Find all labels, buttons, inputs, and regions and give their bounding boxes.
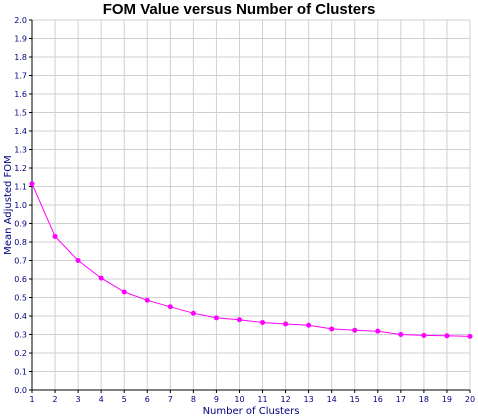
x-tick-label: 9 xyxy=(214,395,219,404)
x-tick-label: 5 xyxy=(122,395,127,404)
x-tick-label: 11 xyxy=(257,395,267,404)
data-point xyxy=(98,275,104,281)
x-tick-label: 8 xyxy=(191,395,196,404)
chart-title: FOM Value versus Number of Clusters xyxy=(102,1,376,18)
y-tick-label: 1.5 xyxy=(14,109,27,118)
x-tick-label: 1 xyxy=(29,395,34,404)
x-tick-label: 6 xyxy=(145,395,150,404)
y-tick-label: 1.1 xyxy=(14,183,27,192)
data-point xyxy=(352,327,358,333)
x-tick-label: 15 xyxy=(350,395,360,404)
x-tick-label: 20 xyxy=(465,395,475,404)
y-tick-label: 2.0 xyxy=(14,16,27,25)
y-tick-label: 0.5 xyxy=(14,294,27,303)
y-tick-label: 0.9 xyxy=(14,220,27,229)
data-point xyxy=(421,332,427,338)
y-tick-label: 1.8 xyxy=(14,53,27,62)
x-tick-label: 4 xyxy=(99,395,104,404)
data-point xyxy=(260,319,266,325)
series-line xyxy=(31,183,471,337)
data-point xyxy=(190,310,196,316)
x-tick-label: 12 xyxy=(280,395,290,404)
y-tick-label: 1.2 xyxy=(14,164,27,173)
tick-labels: 0.0 0.1 0.2 0.3 0.4 0.5 0.6 0.7 0.8 0.9 1.0 1.1 1.2 1… xyxy=(14,16,475,404)
data-point xyxy=(375,328,381,334)
y-tick-label: 0.7 xyxy=(14,257,27,266)
data-point xyxy=(167,304,173,310)
y-tick-label: 1.3 xyxy=(14,146,27,155)
x-tick-label: 13 xyxy=(304,395,314,404)
data-point xyxy=(236,317,242,323)
data-point xyxy=(213,315,219,321)
x-tick-label: 2 xyxy=(53,395,58,404)
x-tick-label: 19 xyxy=(442,395,452,404)
data-point xyxy=(52,233,58,239)
data-point xyxy=(29,181,35,187)
data-point xyxy=(467,333,473,339)
y-tick-label: 0.8 xyxy=(14,238,27,247)
y-tick-label: 0.4 xyxy=(14,312,27,321)
data-point xyxy=(306,322,312,328)
x-tick-label: 7 xyxy=(168,395,173,404)
data-point xyxy=(144,297,150,303)
data-point xyxy=(444,333,450,339)
y-tick-label: 1.4 xyxy=(14,127,27,136)
x-tick-label: 14 xyxy=(327,395,337,404)
x-axis-label: Number of Clusters xyxy=(203,406,300,417)
x-tick-label: 3 xyxy=(76,395,81,404)
data-point xyxy=(329,326,335,332)
y-tick-label: 0.0 xyxy=(14,386,27,395)
y-tick-label: 1.6 xyxy=(14,90,27,99)
data-point xyxy=(283,321,289,327)
y-tick-label: 0.1 xyxy=(14,368,27,377)
data-point xyxy=(75,258,81,263)
data-point xyxy=(121,289,127,295)
series xyxy=(29,181,473,339)
y-tick-label: 1.0 xyxy=(14,201,27,210)
y-axis-label: Mean Adjusted FOM xyxy=(3,155,14,255)
y-tick-label: 0.2 xyxy=(14,349,27,358)
x-tick-label: 16 xyxy=(373,395,383,404)
x-tick-label: 10 xyxy=(234,395,244,404)
data-point xyxy=(398,332,404,337)
x-tick-label: 18 xyxy=(419,395,429,404)
y-tick-label: 1.9 xyxy=(14,35,27,44)
y-tick-label: 0.3 xyxy=(14,331,27,340)
x-tick-label: 17 xyxy=(396,395,406,404)
y-tick-label: 0.6 xyxy=(14,275,27,284)
y-tick-label: 1.7 xyxy=(14,72,27,81)
axes xyxy=(29,19,471,393)
